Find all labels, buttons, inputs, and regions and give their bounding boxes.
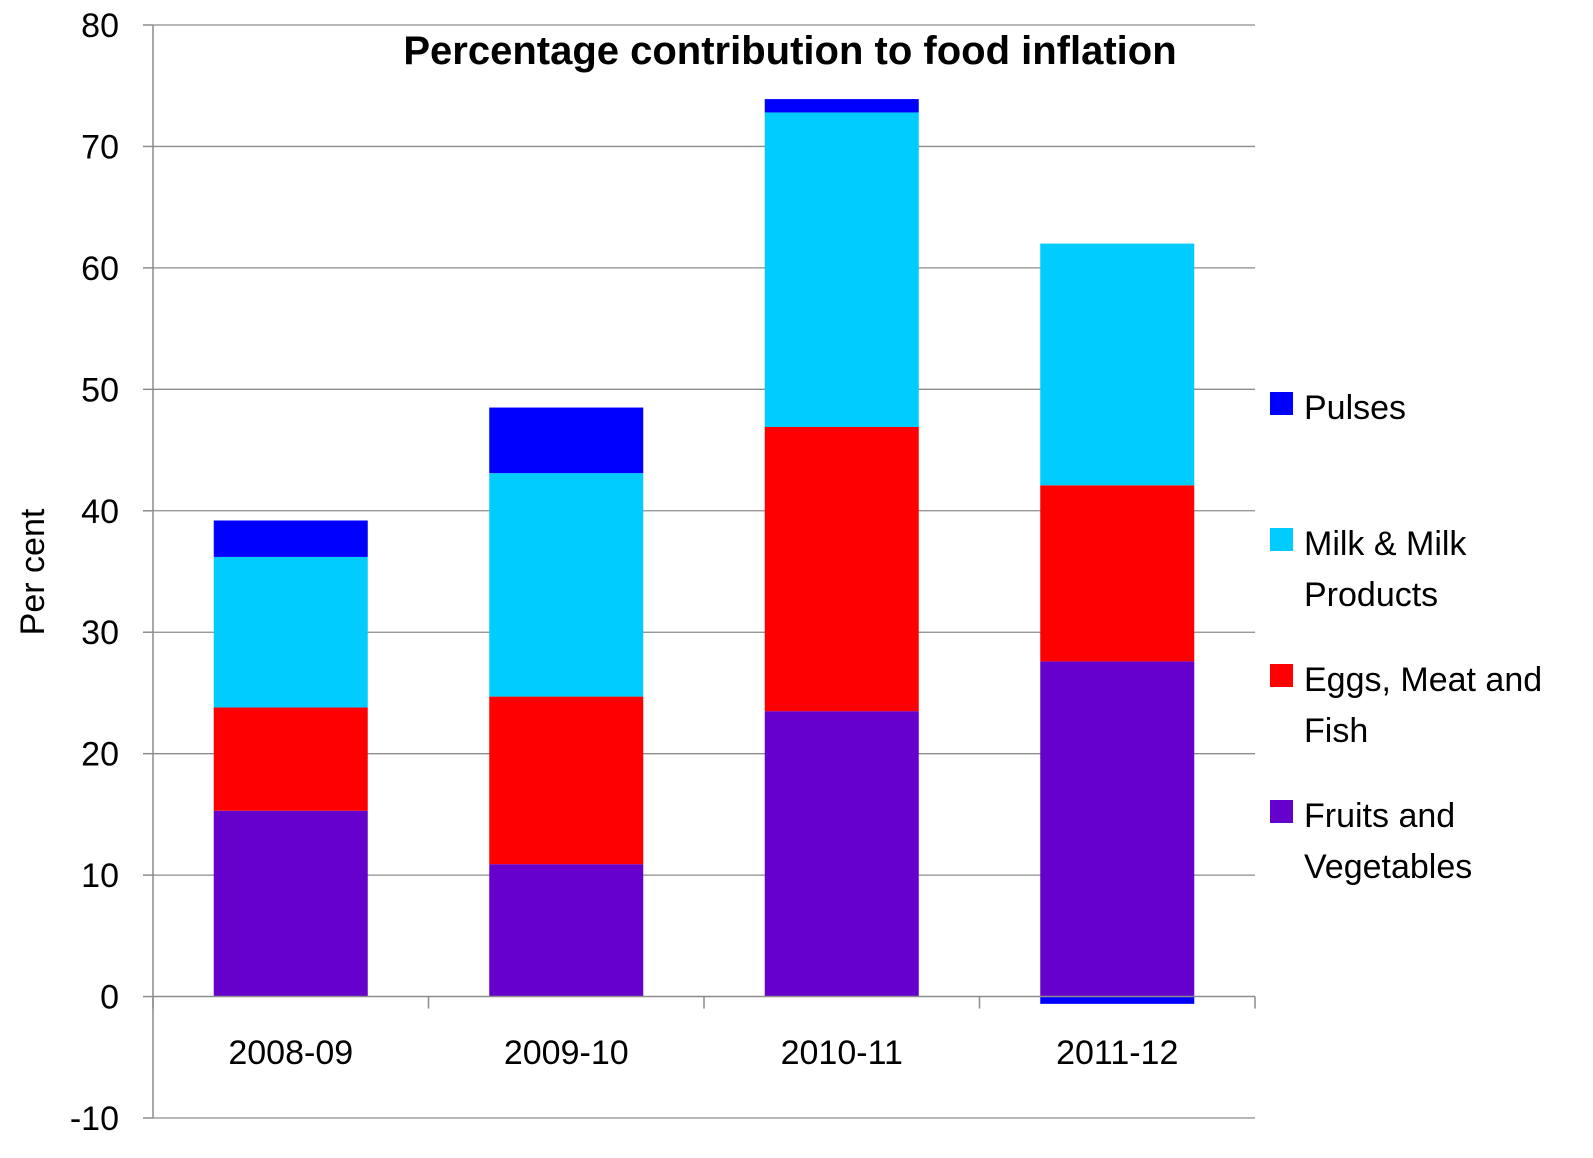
legend-label: Vegetables	[1304, 848, 1472, 886]
chart-title: Percentage contribution to food inflatio…	[403, 29, 1176, 73]
axes	[143, 24, 1256, 1119]
legend: Pulses Milk & Milk Products Eggs, Meat and F…	[1270, 389, 1542, 886]
legend-swatch	[1270, 392, 1293, 415]
y-tick-label: -10	[70, 1100, 119, 1138]
bar-segment-fruits-and-vegetables-2011-12	[1040, 661, 1195, 997]
bar-segment-milk-milk-products-2008-09	[213, 556, 368, 708]
legend-swatch	[1270, 528, 1293, 551]
x-category-label: 2008-09	[228, 1034, 353, 1072]
bars	[213, 99, 1195, 1004]
bar-segment-milk-milk-products-2009-10	[489, 473, 644, 697]
bar-segment-eggs-meat-and-fish-2009-10	[489, 696, 644, 865]
legend-swatch	[1270, 800, 1293, 823]
legend-label: Milk & Milk	[1304, 525, 1467, 563]
bar-segment-pulses-2010-11	[764, 99, 919, 113]
y-tick-label: 40	[81, 493, 119, 531]
legend-swatch	[1270, 664, 1293, 687]
y-tick-label: 0	[100, 979, 119, 1017]
y-tick-label: 10	[81, 857, 119, 895]
bar-segment-milk-milk-products-2010-11	[764, 112, 919, 427]
x-category-label: 2011-12	[1056, 1034, 1178, 1072]
legend-label: Products	[1304, 576, 1438, 614]
bar-segment-pulses-2008-09	[213, 520, 368, 557]
bar-segment-eggs-meat-and-fish-2010-11	[764, 426, 919, 712]
x-category-label: 2010-11	[781, 1034, 903, 1072]
y-tick-label: 50	[81, 371, 119, 409]
bar-segment-pulses-2009-10	[489, 407, 644, 474]
legend-label: Fruits and	[1304, 797, 1455, 835]
bar-segment-eggs-meat-and-fish-2011-12	[1040, 485, 1195, 662]
bar-segment-milk-milk-products-2011-12	[1040, 243, 1195, 486]
axis-labels: -10 0 10 20 30 40 50 60 70 80 2008-09 2009-10 2010-1…	[70, 7, 1179, 1138]
bar-segment-pulses-2011-12	[1040, 996, 1195, 1004]
legend-label: Pulses	[1304, 389, 1406, 427]
bar-segment-fruits-and-vegetables-2008-09	[213, 810, 368, 997]
bar-segment-fruits-and-vegetables-2009-10	[489, 864, 644, 997]
y-tick-label: 80	[81, 7, 119, 45]
legend-label: Eggs, Meat and	[1304, 661, 1542, 699]
legend-label: Fish	[1304, 712, 1368, 750]
y-tick-label: 20	[81, 736, 119, 774]
bar-segment-eggs-meat-and-fish-2008-09	[213, 707, 368, 811]
y-tick-label: 60	[81, 250, 119, 288]
y-tick-label: 70	[81, 128, 119, 166]
bar-segment-fruits-and-vegetables-2010-11	[764, 711, 919, 997]
y-tick-label: 30	[81, 614, 119, 652]
y-axis-title: Per cent	[14, 508, 52, 635]
x-category-label: 2009-10	[504, 1034, 629, 1072]
